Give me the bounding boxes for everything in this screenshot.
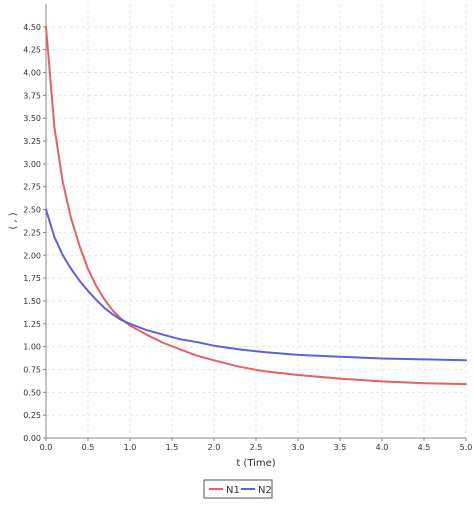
y-tick-label: 3.50 [23,114,41,123]
x-tick-label: 5.0 [460,443,473,452]
y-tick-label: 1.25 [23,320,41,329]
legend-box [203,479,273,499]
y-tick-label: 2.00 [23,251,41,260]
y-tick-label: 0.75 [23,365,41,374]
x-tick-label: 2.5 [250,443,263,452]
grid [45,4,467,439]
x-tick-label: 0.0 [40,443,53,452]
axes [43,4,467,441]
x-tick-label: 3.0 [292,443,305,452]
x-axis-title: t (Time) [236,458,275,469]
y-tick-label: 1.00 [23,343,41,352]
y-tick-label: 2.50 [23,206,41,215]
x-tick-label: 4.5 [418,443,431,452]
y-tick-label: 2.25 [23,228,41,237]
x-tick-label: 3.5 [334,443,347,452]
tick-labels: 0.0 0.5 1.0 1.5 2.0 2.5 3.0 3.5 4.0 4.5 5.0 0.00 0.2… [23,23,472,452]
x-tick-label: 1.5 [166,443,179,452]
y-tick-label: 4.25 [23,46,41,55]
x-tick-label: 0.5 [82,443,95,452]
x-tick-label: 2.0 [208,443,221,452]
y-tick-label: 1.75 [23,274,41,283]
y-tick-label: 0.00 [23,434,41,443]
x-tick-label: 1.0 [124,443,137,452]
y-axis-title: ( , ) [8,212,19,229]
y-tick-label: 4.50 [23,23,41,32]
y-tick-label: 3.25 [23,137,41,146]
y-tick-label: 3.00 [23,160,41,169]
legend-label-n2: N2 [258,485,272,496]
y-tick-label: 0.50 [23,388,41,397]
legend: N1 N2 [203,479,273,499]
series-line-n2 [45,208,467,362]
y-tick-label: 4.00 [23,69,41,78]
y-tick-label: 3.75 [23,91,41,100]
y-tick-label: 0.25 [23,411,41,420]
series-lines [45,25,467,386]
legend-label-n1: N1 [226,485,240,496]
y-tick-label: 1.50 [23,297,41,306]
y-tick-label: 2.75 [23,183,41,192]
x-tick-label: 4.0 [376,443,389,452]
series-line-n1 [45,25,467,386]
